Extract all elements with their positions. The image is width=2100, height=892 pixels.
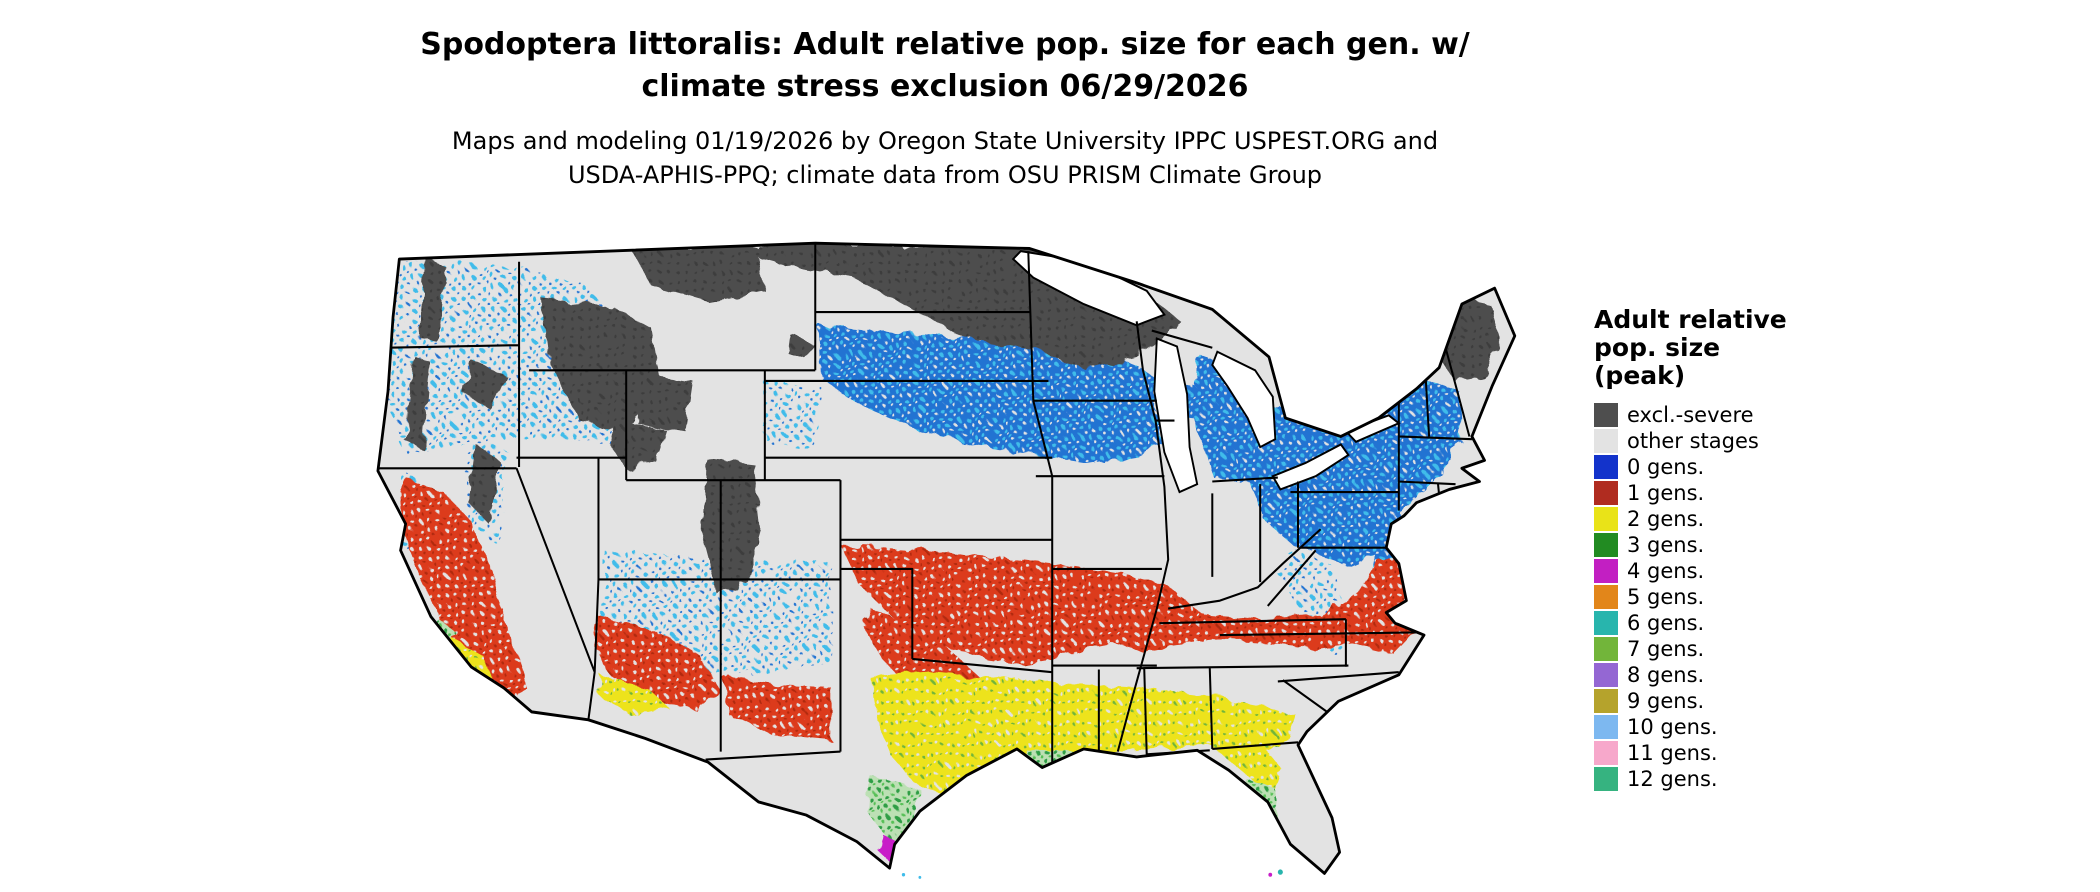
legend-swatch [1594,740,1618,765]
offshore-speckles [901,869,1283,879]
us-map [330,222,1540,884]
great-lakes [1011,250,1401,494]
legend-swatch [1594,688,1618,713]
legend-swatch [1594,766,1618,791]
map-subtitle-line-1: Maps and modeling 01/19/2026 by Oregon S… [451,127,1439,155]
map-title-line-2: climate stress exclusion 06/29/2026 [641,69,1249,104]
legend-title-line-3: (peak) [1594,361,1686,390]
legend-title-line-2: pop. size [1594,333,1721,362]
map-subtitle-line-2: USDA-APHIS-PPQ; climate data from OSU PR… [567,161,1323,189]
legend-item: 4 gens. [1594,558,1874,583]
map-layer-4-gens [879,833,1283,867]
legend-swatch [1594,610,1618,635]
legend-swatch [1594,506,1618,531]
legend-item-label: 0 gens. [1627,454,1705,479]
state-borders [377,243,1472,772]
legend-item: 12 gens. [1594,766,1874,791]
legend-item: 1 gens. [1594,480,1874,505]
lake-michigan [1153,337,1199,494]
legend-item: 9 gens. [1594,688,1874,713]
legend-item-label: 5 gens. [1627,584,1705,609]
legend-item: 6 gens. [1594,610,1874,635]
legend-item: 10 gens. [1594,714,1874,739]
legend-swatch [1594,558,1618,583]
map-legend: Adult relative pop. size (peak) excl.-se… [1594,306,1874,792]
legend-item: 7 gens. [1594,636,1874,661]
legend-item-label: 8 gens. [1627,662,1705,687]
legend-item-label: 9 gens. [1627,688,1705,713]
header: Spodoptera littoralis: Adult relative po… [0,24,1890,192]
legend-item-label: 11 gens. [1627,740,1718,765]
legend-swatch [1594,714,1618,739]
legend-item: 5 gens. [1594,584,1874,609]
lake-erie [1271,443,1350,491]
legend-item-label: 12 gens. [1627,766,1718,791]
legend-item-label: 7 gens. [1627,636,1705,661]
legend-item-label: 3 gens. [1627,532,1705,557]
legend-item-label: excl.-severe [1627,402,1754,427]
legend-swatch [1594,636,1618,661]
legend-item: 8 gens. [1594,662,1874,687]
legend-swatch [1594,584,1618,609]
legend-swatch [1594,662,1618,687]
legend-swatch [1594,480,1618,505]
legend-swatch [1594,454,1618,479]
lake-huron [1211,350,1277,449]
map-title-line-1: Spodoptera littoralis: Adult relative po… [420,27,1470,62]
legend-swatch [1594,402,1618,427]
legend-swatch [1594,532,1618,557]
legend-item-label: 10 gens. [1627,714,1718,739]
legend-item: 2 gens. [1594,506,1874,531]
legend-items: excl.-severe other stages 0 gens. 1 gens. 2 … [1594,402,1874,791]
map-subtitle: Maps and modeling 01/19/2026 by Oregon S… [0,124,1890,192]
legend-item-label: 4 gens. [1627,558,1705,583]
legend-item-label: 6 gens. [1627,610,1705,635]
legend-item-label: 2 gens. [1627,506,1705,531]
legend-item-label: other stages [1627,428,1759,453]
legend-item: 0 gens. [1594,454,1874,479]
legend-swatch [1594,428,1618,453]
legend-item: excl.-severe [1594,402,1874,427]
legend-item: 11 gens. [1594,740,1874,765]
us-outline [376,241,1517,875]
legend-title-line-1: Adult relative [1594,305,1787,334]
legend-item: 3 gens. [1594,532,1874,557]
legend-item-label: 1 gens. [1627,480,1705,505]
us-map-svg [376,241,1517,879]
legend-item: other stages [1594,428,1874,453]
